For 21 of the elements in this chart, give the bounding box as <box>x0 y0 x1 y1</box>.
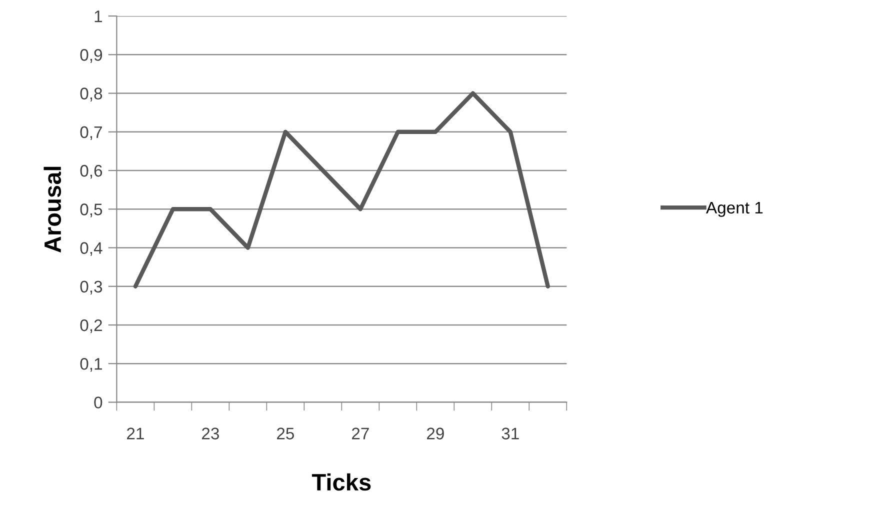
x-tick-label: 23 <box>202 428 219 440</box>
y-tick-label: 0,6 <box>80 164 102 179</box>
x-tick-label: 21 <box>127 428 144 440</box>
y-tick-label: 0 <box>94 396 102 408</box>
x-tick-label: 31 <box>502 428 519 440</box>
y-axis-title: Arousal <box>44 166 62 252</box>
y-tick-label: 0,1 <box>80 358 102 372</box>
y-tick-label: 0,2 <box>80 319 102 334</box>
legend-label: Agent 1 <box>706 202 763 217</box>
x-tick-label: 25 <box>276 428 294 440</box>
y-tick-label: 0,5 <box>80 204 102 218</box>
line-series <box>133 91 550 288</box>
x-axis-title: Ticks <box>312 473 371 491</box>
y-tick-label: 0,7 <box>80 126 102 140</box>
y-tick-label: 0,8 <box>80 88 102 102</box>
y-tick-label: 0,4 <box>80 242 102 256</box>
x-tick-label: 27 <box>352 428 369 440</box>
y-tick-label: 0,3 <box>80 280 102 295</box>
x-tick-label: 29 <box>426 428 444 440</box>
y-tick-label: 0,9 <box>80 49 102 63</box>
y-tick-label: 1 <box>94 10 102 22</box>
